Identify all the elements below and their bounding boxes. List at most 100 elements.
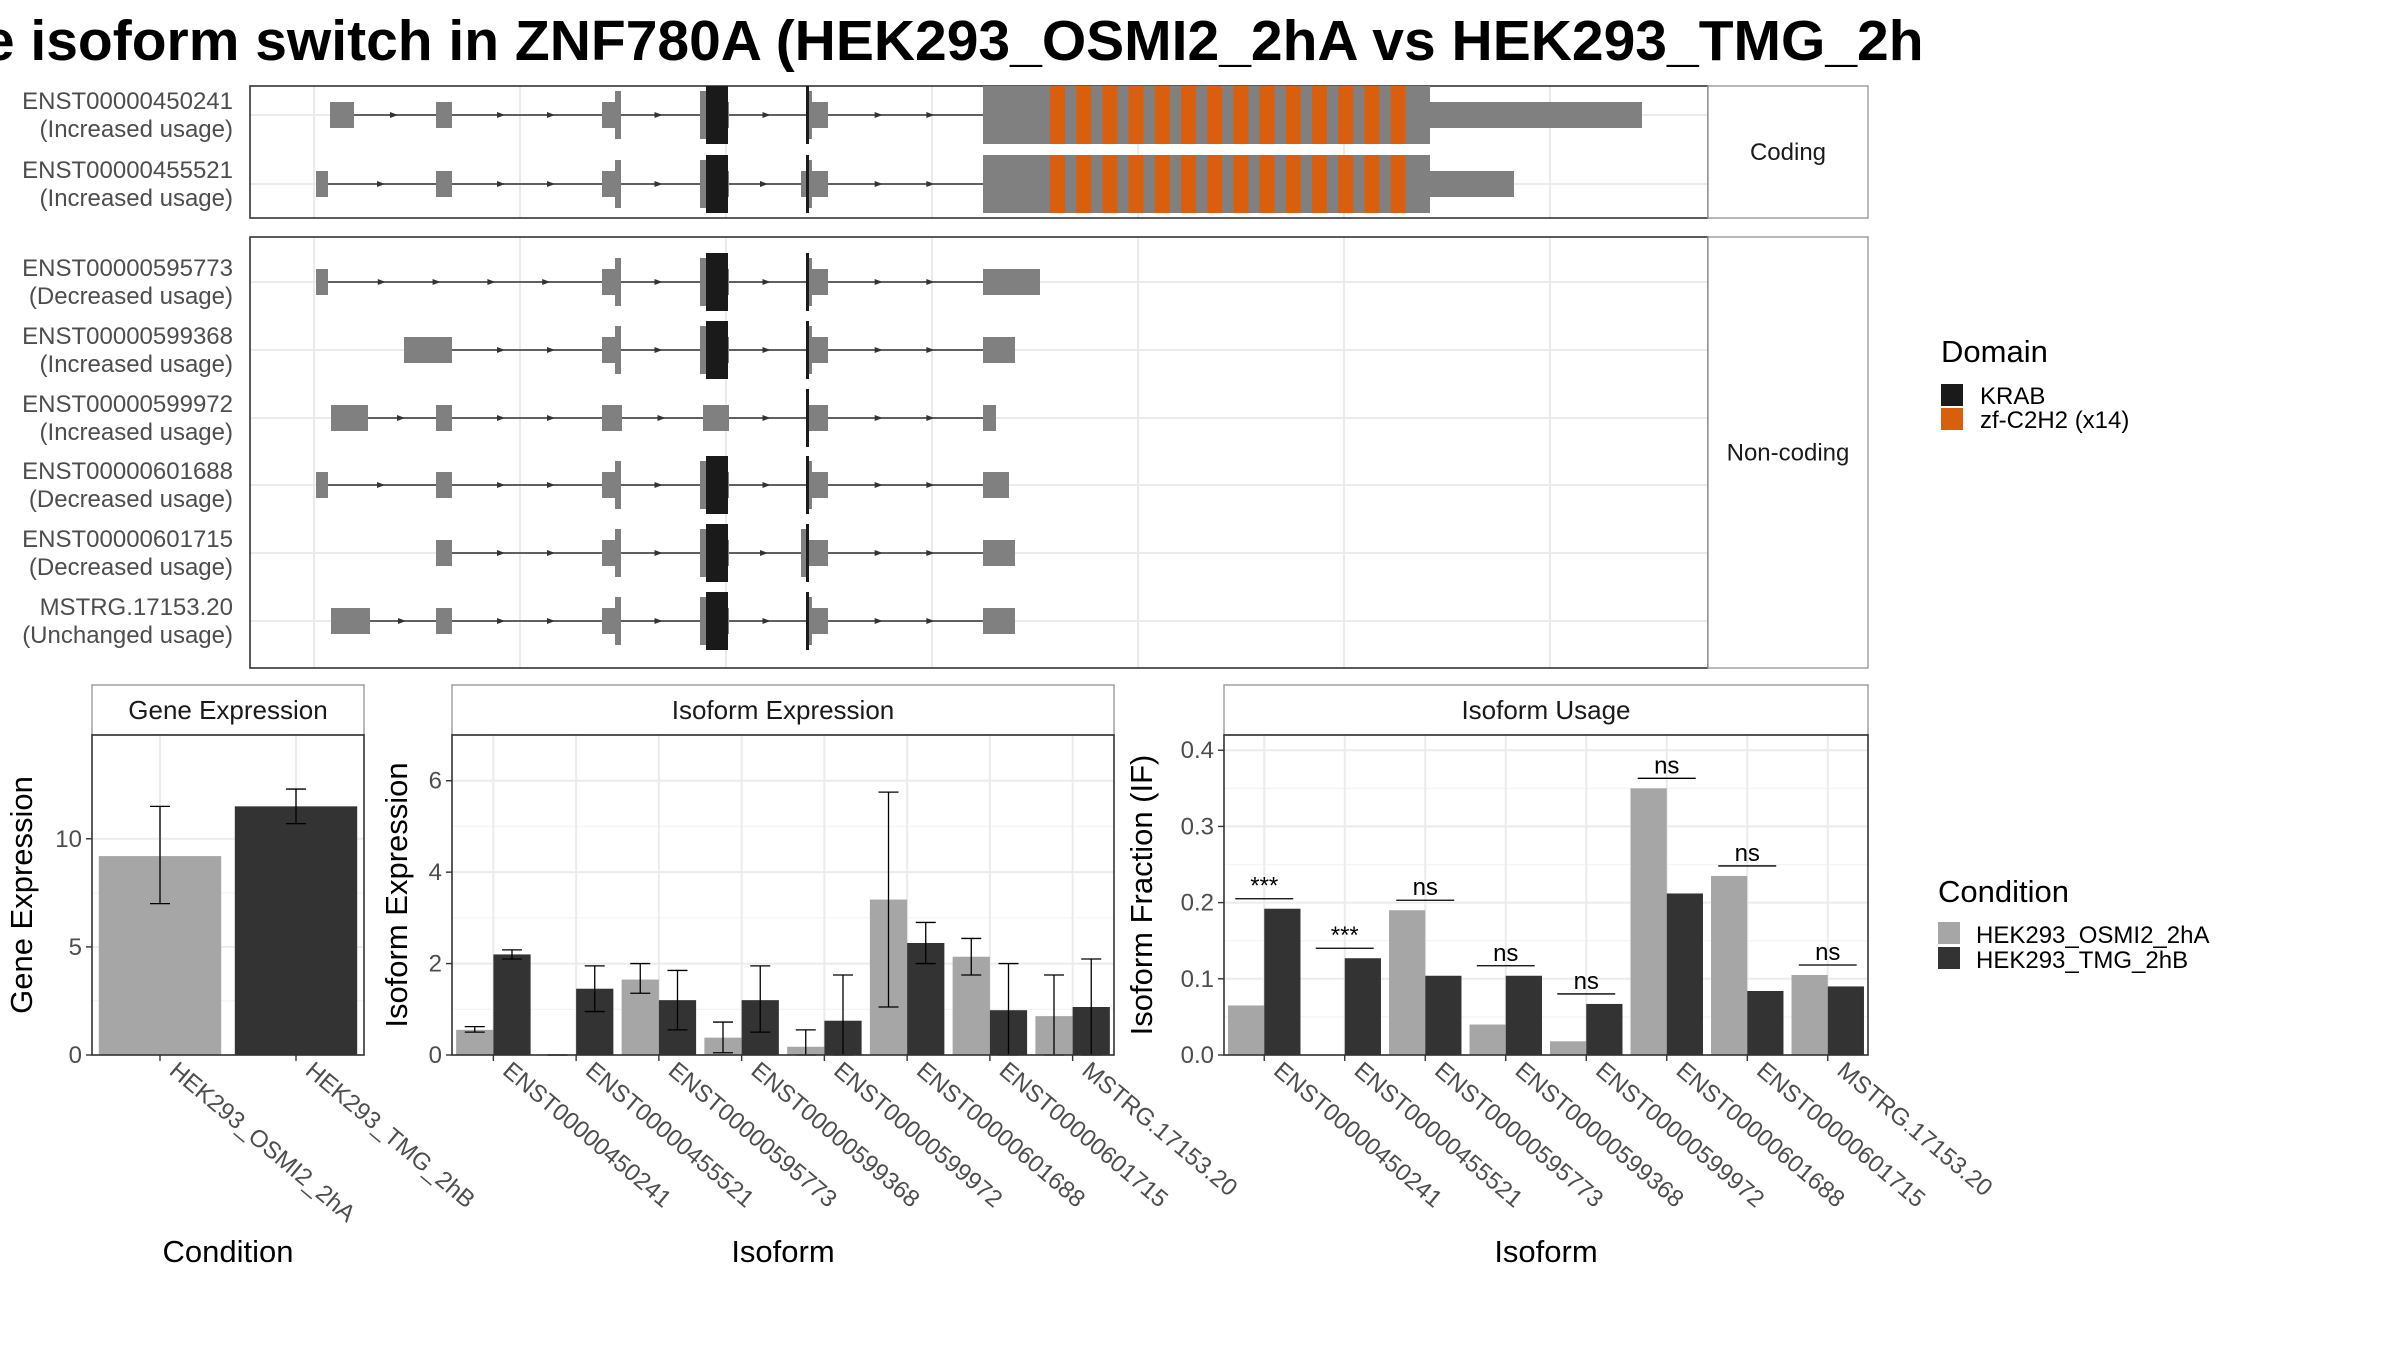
legend-key-cond1 xyxy=(1938,922,1960,944)
strand-arrow xyxy=(874,482,883,488)
panel-title: Isoform Usage xyxy=(1461,695,1630,725)
panel-title: Isoform Expression xyxy=(672,695,895,725)
x-axis-title: Isoform xyxy=(1494,1234,1597,1269)
exon xyxy=(602,269,616,295)
transcript-usage-label: (Increased usage) xyxy=(40,116,233,143)
strand-arrow xyxy=(926,347,935,353)
bar xyxy=(1827,986,1864,1055)
krab-domain xyxy=(706,592,728,650)
strand-arrow xyxy=(654,618,663,624)
zf-c2h2-domain xyxy=(1259,155,1275,213)
plot-border xyxy=(91,734,365,1056)
structure-panel-bg xyxy=(250,237,1708,668)
strand-arrow xyxy=(547,112,555,118)
strand-arrow xyxy=(547,618,555,624)
strand-arrow xyxy=(760,181,768,187)
bar xyxy=(1586,1003,1623,1055)
transcript-id-label: ENST00000599972 xyxy=(22,391,233,418)
panel-strip xyxy=(451,684,1115,736)
y-axis-title: Gene Expression xyxy=(4,776,39,1014)
y-tick-label: 6 xyxy=(429,768,442,795)
significance-label: ns xyxy=(1574,968,1599,995)
zf-c2h2-domain xyxy=(1338,86,1354,144)
strand-arrow xyxy=(547,550,555,556)
krab-edge xyxy=(806,389,809,447)
zf-c2h2-domain xyxy=(1312,86,1327,144)
chart-title: ne isoform switch in ZNF780A (HEK293_OSM… xyxy=(0,9,1924,73)
exon xyxy=(331,608,370,634)
exon-edge xyxy=(615,529,621,577)
transcript-id-label: ENST00000599368 xyxy=(22,323,233,350)
strand-arrow xyxy=(497,618,505,624)
exon xyxy=(436,472,452,498)
y-tick-label: 0.4 xyxy=(1181,737,1214,764)
transcript-usage-label: (Decreased usage) xyxy=(29,283,233,310)
exon xyxy=(436,608,452,634)
bar xyxy=(1711,875,1748,1055)
exon-edge xyxy=(615,326,621,374)
strand-arrow xyxy=(654,347,663,353)
y-tick-label: 0.2 xyxy=(1181,890,1214,917)
strand-arrow xyxy=(762,112,771,118)
strand-arrow xyxy=(497,347,505,353)
significance-label: *** xyxy=(1331,922,1359,949)
zf-c2h2-domain xyxy=(1207,86,1223,144)
krab-domain xyxy=(706,86,728,144)
zf-c2h2-domain xyxy=(1181,86,1196,144)
utr-exon xyxy=(1430,171,1514,197)
strand-arrow xyxy=(390,112,398,118)
strand-arrow xyxy=(547,181,555,187)
exon xyxy=(316,171,328,197)
significance-label: ns xyxy=(1735,840,1760,867)
isoform-usage-panel: Isoform Usage0.00.10.20.30.4ENST00000450… xyxy=(1124,684,1997,1269)
exon-edge xyxy=(700,461,706,509)
zf-c2h2-domain xyxy=(1102,155,1118,213)
exon xyxy=(983,540,1015,566)
exon xyxy=(801,171,828,197)
significance-label: ns xyxy=(1493,940,1518,967)
zf-c2h2-domain xyxy=(1050,155,1065,213)
legend-key-krab xyxy=(1941,384,1963,406)
bar xyxy=(1425,975,1462,1055)
krab-edge xyxy=(806,592,809,650)
significance-label: ns xyxy=(1654,752,1679,779)
zf-c2h2-domain xyxy=(1233,86,1249,144)
krab-domain xyxy=(706,456,728,514)
strand-arrow xyxy=(762,482,771,488)
zf-c2h2-domain xyxy=(1364,86,1380,144)
strand-arrow xyxy=(397,415,405,421)
strand-arrow xyxy=(654,279,663,285)
strand-arrow xyxy=(654,181,663,187)
strand-arrow xyxy=(398,618,406,624)
strand-arrow xyxy=(926,415,935,421)
zf-c2h2-domain xyxy=(1050,86,1065,144)
zf-c2h2-domain xyxy=(1233,155,1249,213)
strand-arrow xyxy=(926,550,935,556)
zf-c2h2-domain xyxy=(1364,155,1380,213)
strand-arrow xyxy=(926,279,935,285)
exon xyxy=(436,540,452,566)
strand-arrow xyxy=(762,618,771,624)
exon xyxy=(602,337,616,363)
exon xyxy=(983,337,1015,363)
legend-label-zf: zf-C2H2 (x14) xyxy=(1980,407,2129,434)
exon-edge xyxy=(700,597,706,645)
zf-c2h2-domain xyxy=(1154,155,1170,213)
exon-edge xyxy=(615,91,621,139)
bar xyxy=(234,806,358,1055)
strand-arrow xyxy=(762,279,771,285)
exon xyxy=(602,540,616,566)
plot-border xyxy=(1223,734,1869,1056)
krab-domain xyxy=(706,321,728,379)
krab-domain xyxy=(706,253,728,311)
transcript-usage-label: (Increased usage) xyxy=(40,185,233,212)
y-axis-title: Isoform Expression xyxy=(379,762,414,1027)
bar xyxy=(456,1029,494,1055)
strand-arrow xyxy=(874,618,883,624)
strand-arrow xyxy=(487,279,496,285)
exon xyxy=(602,102,616,128)
exon xyxy=(602,405,622,431)
zf-c2h2-domain xyxy=(1181,155,1196,213)
